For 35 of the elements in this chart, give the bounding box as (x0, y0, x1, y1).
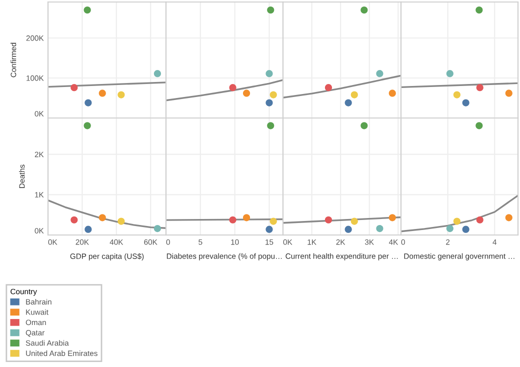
point (267, 122, 274, 130)
point (446, 70, 454, 78)
point (505, 214, 512, 222)
point (462, 99, 470, 106)
point (242, 214, 250, 222)
point (324, 216, 332, 224)
point (350, 91, 358, 98)
point (376, 225, 384, 232)
point (505, 90, 512, 97)
point (270, 218, 277, 225)
point (270, 91, 277, 98)
point (376, 70, 384, 78)
point (229, 84, 236, 92)
point (388, 90, 396, 97)
point (229, 216, 236, 224)
point (476, 122, 483, 130)
point (267, 6, 274, 14)
point (446, 225, 454, 232)
point (360, 122, 368, 130)
point (324, 84, 332, 92)
point (242, 90, 250, 97)
point (476, 84, 484, 92)
point (344, 226, 352, 233)
point (266, 70, 273, 78)
point (476, 6, 483, 14)
point (360, 6, 368, 14)
point (266, 99, 273, 106)
point (453, 218, 460, 225)
point (453, 91, 460, 98)
point (476, 216, 484, 224)
point (462, 226, 470, 233)
point (388, 214, 396, 222)
point (344, 99, 352, 106)
point (350, 218, 358, 225)
point (266, 226, 273, 233)
